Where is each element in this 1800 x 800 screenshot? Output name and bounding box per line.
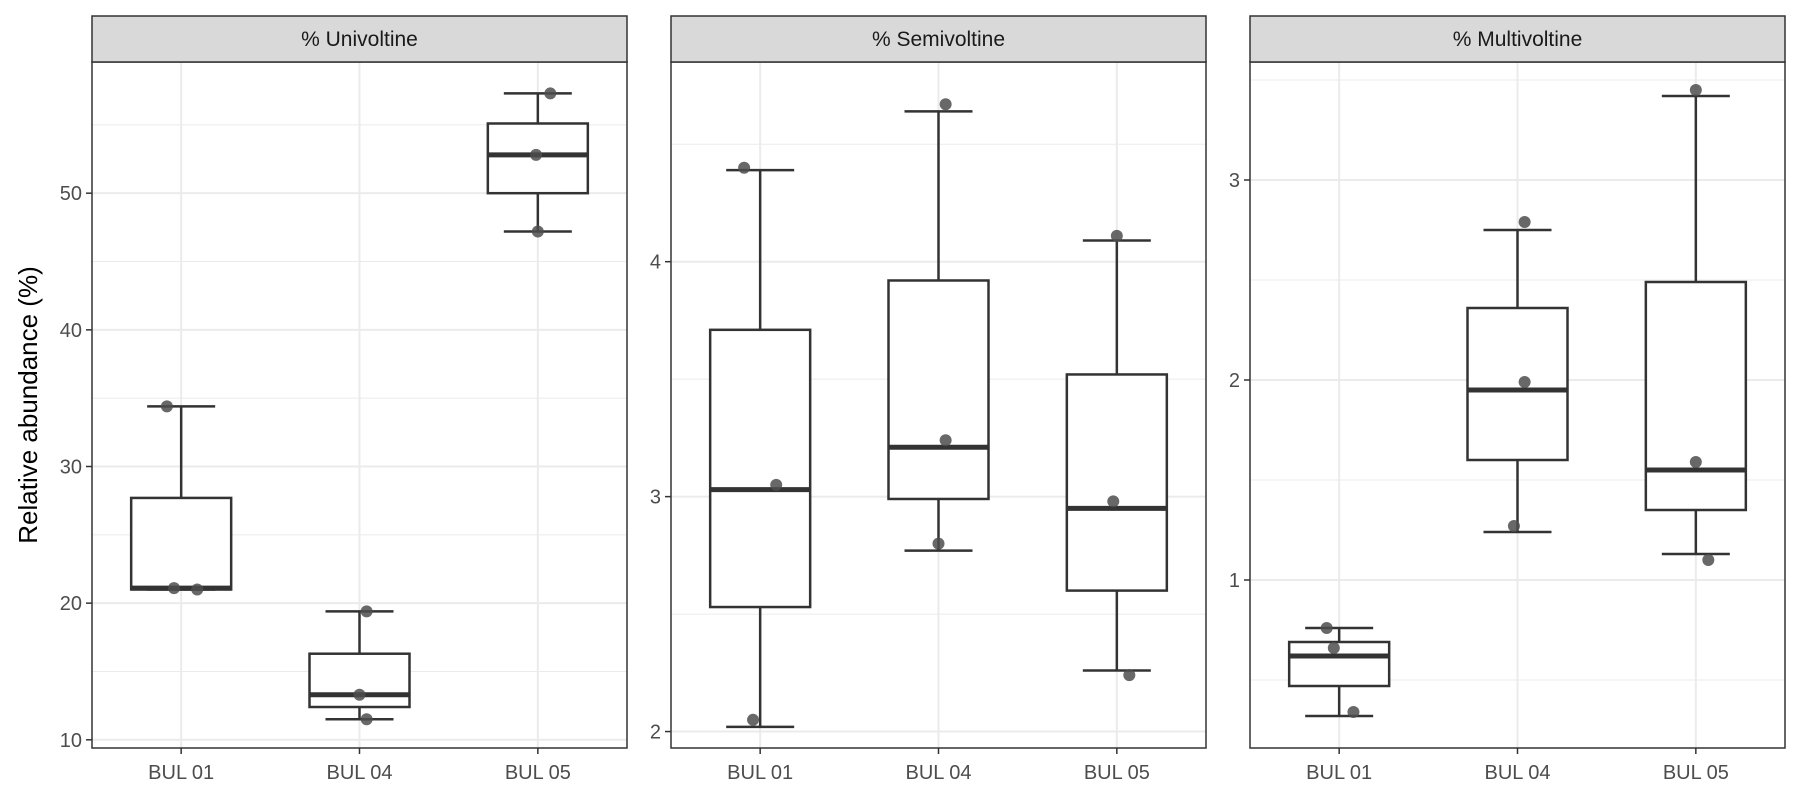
data-point: [530, 148, 543, 161]
y-tick-label: 2: [1229, 370, 1240, 392]
box-iqr: [708, 328, 812, 609]
data-point: [1702, 554, 1715, 566]
data-point: [168, 582, 181, 595]
x-tick-label: BUL 04: [906, 762, 972, 784]
data-point: [770, 478, 783, 491]
y-tick-label: 40: [60, 320, 82, 342]
data-point: [1518, 376, 1531, 388]
data-point: [939, 98, 952, 111]
x-tick-label: BUL 05: [1084, 762, 1150, 784]
data-point: [353, 688, 366, 701]
data-point: [1320, 622, 1333, 634]
data-point: [738, 161, 751, 174]
data-point: [939, 434, 952, 447]
x-tick-label: BUL 05: [505, 762, 571, 784]
data-point: [1107, 495, 1120, 508]
box-iqr: [1466, 306, 1569, 462]
facet-strip: [91, 15, 628, 63]
panel-1: % Univoltine 10 20 30 40 50 BUL 01 BUL 04 BUL 05: [60, 15, 628, 784]
y-tick-label: 20: [60, 593, 82, 615]
y-tick-label: 30: [60, 456, 82, 478]
y-tick-label: 10: [60, 730, 82, 752]
x-tick-label: BUL 04: [327, 762, 393, 784]
x-tick-label: BUL 04: [1485, 762, 1551, 784]
y-tick-label: 1: [1229, 570, 1240, 592]
facet-strip: [670, 15, 1207, 63]
box-bul-04: [1466, 228, 1569, 534]
y-tick-label: 2: [650, 722, 661, 744]
x-tick-label: BUL 05: [1663, 762, 1729, 784]
y-tick-label: 4: [650, 252, 661, 274]
facet-strip: [1249, 15, 1786, 63]
data-point: [1110, 229, 1123, 242]
data-point: [360, 713, 373, 726]
facet-title: % Univoltine: [301, 28, 418, 51]
y-tick-label: 50: [60, 183, 82, 205]
data-point: [544, 87, 557, 100]
data-point: [747, 713, 760, 726]
data-point: [360, 605, 373, 618]
box-bul-01: [129, 405, 233, 591]
data-point: [531, 225, 544, 238]
data-point: [1507, 520, 1520, 532]
data-point: [1689, 84, 1702, 96]
x-tick-label: BUL 01: [148, 762, 214, 784]
data-point: [1347, 706, 1360, 718]
y-axis-label: Relative abundance (%): [13, 266, 43, 544]
box-bul-05: [1065, 239, 1169, 672]
data-point: [1327, 642, 1340, 654]
data-point: [191, 583, 204, 596]
data-point: [1689, 456, 1702, 468]
box-iqr: [129, 496, 233, 591]
panel-2: % Semivoltine 2 3 4 BUL 01 BUL 04 BUL 05: [650, 15, 1207, 784]
x-tick-label: BUL 01: [1306, 762, 1372, 784]
facet-title: % Multivoltine: [1453, 28, 1583, 51]
data-point: [160, 400, 173, 413]
data-point: [932, 537, 945, 550]
data-point: [1123, 669, 1136, 682]
y-tick-label: 3: [650, 487, 661, 509]
box-iqr: [1644, 280, 1748, 512]
box-bul-04: [887, 110, 990, 552]
facet-title: % Semivoltine: [872, 28, 1005, 51]
box-bul-01: [708, 168, 812, 729]
x-tick-label: BUL 01: [727, 762, 793, 784]
box-iqr: [887, 279, 990, 501]
data-point: [1518, 216, 1531, 228]
box-iqr: [1065, 373, 1169, 592]
box-bul-05: [1644, 94, 1748, 556]
y-tick-label: 3: [1229, 170, 1240, 192]
panel-3: % Multivoltine 1 2 3 BUL 01 BUL 04 BUL 05: [1229, 15, 1786, 784]
